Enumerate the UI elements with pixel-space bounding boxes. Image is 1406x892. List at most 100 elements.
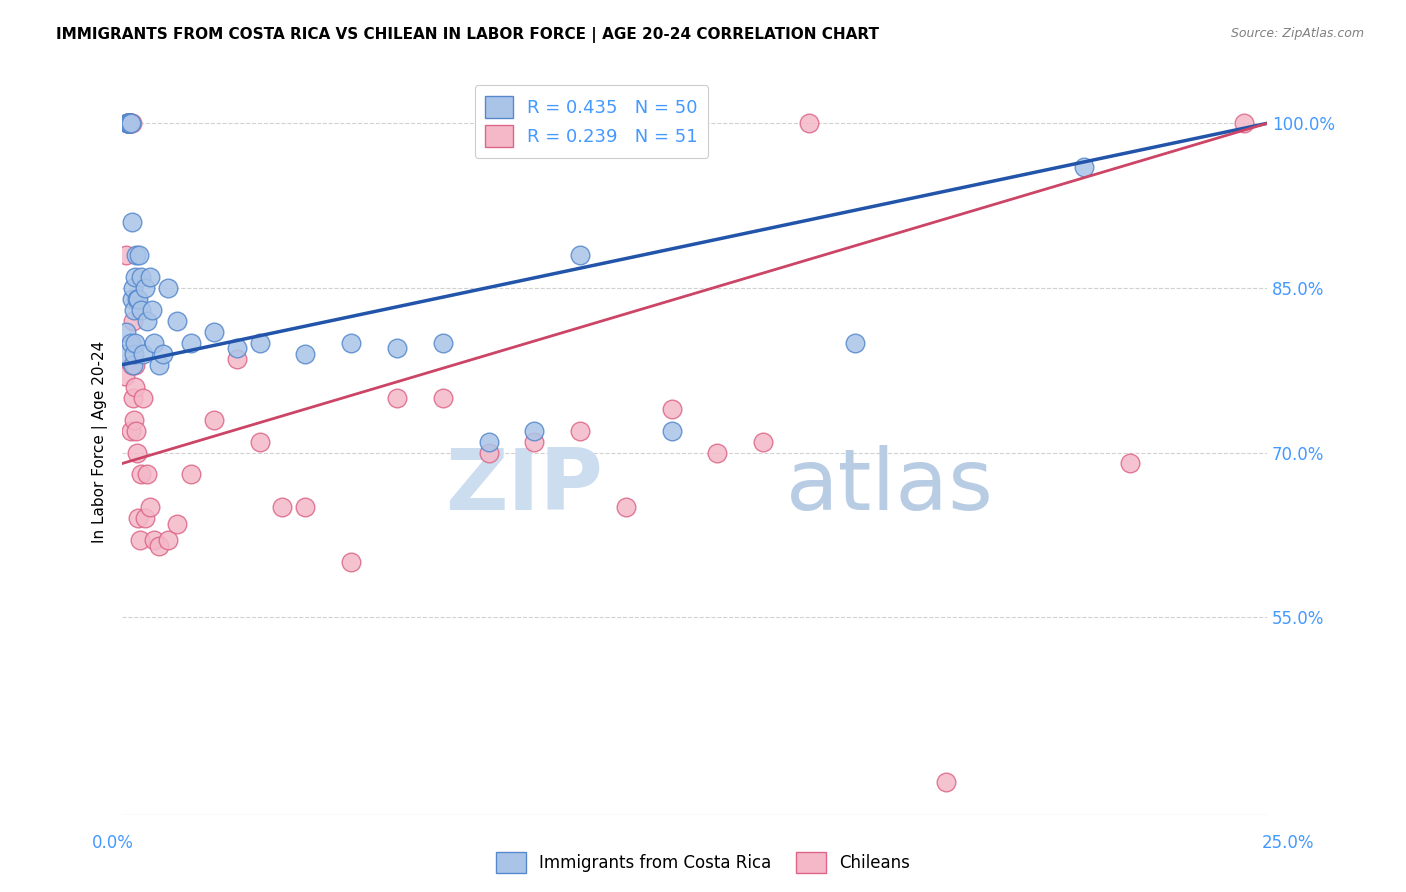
Point	[124, 270, 146, 285]
Point	[136, 467, 159, 482]
Point	[120, 116, 142, 130]
Point	[118, 116, 141, 130]
Point	[124, 335, 146, 350]
Point	[127, 292, 149, 306]
Point	[121, 281, 143, 295]
Point	[118, 116, 141, 130]
Point	[122, 412, 145, 426]
Y-axis label: In Labor Force | Age 20-24: In Labor Force | Age 20-24	[93, 341, 108, 542]
Point	[752, 434, 775, 449]
Point	[125, 424, 148, 438]
Point	[661, 401, 683, 416]
Point	[166, 516, 188, 531]
Point	[131, 302, 153, 317]
Point	[1233, 116, 1256, 130]
Point	[385, 341, 408, 355]
Point	[114, 368, 136, 383]
Legend: R = 0.435   N = 50, R = 0.239   N = 51: R = 0.435 N = 50, R = 0.239 N = 51	[475, 85, 709, 158]
Text: IMMIGRANTS FROM COSTA RICA VS CHILEAN IN LABOR FORCE | AGE 20-24 CORRELATION CHA: IMMIGRANTS FROM COSTA RICA VS CHILEAN IN…	[56, 27, 879, 43]
Point	[118, 116, 141, 130]
Point	[129, 467, 152, 482]
Text: atlas: atlas	[786, 445, 994, 528]
Point	[117, 116, 139, 130]
Point	[156, 281, 179, 295]
Point	[120, 424, 142, 438]
Point	[134, 511, 156, 525]
Point	[125, 445, 148, 459]
Point	[340, 555, 363, 569]
Point	[121, 358, 143, 372]
Point	[432, 391, 454, 405]
Point	[180, 467, 202, 482]
Point	[477, 434, 499, 449]
Point	[152, 347, 174, 361]
Point	[120, 335, 142, 350]
Point	[128, 248, 150, 262]
Point	[121, 314, 143, 328]
Point	[249, 335, 271, 350]
Point	[523, 424, 546, 438]
Point	[115, 248, 138, 262]
Point	[115, 116, 138, 130]
Point	[124, 358, 146, 372]
Point	[294, 500, 316, 515]
Text: 25.0%: 25.0%	[1263, 834, 1315, 852]
Point	[249, 434, 271, 449]
Point	[125, 292, 148, 306]
Point	[121, 292, 143, 306]
Point	[115, 325, 138, 339]
Point	[124, 380, 146, 394]
Point	[118, 116, 141, 130]
Point	[121, 215, 143, 229]
Point	[117, 116, 139, 130]
Point	[121, 116, 143, 130]
Text: Source: ZipAtlas.com: Source: ZipAtlas.com	[1230, 27, 1364, 40]
Point	[797, 116, 820, 130]
Point	[706, 445, 728, 459]
Point	[120, 116, 142, 130]
Point	[117, 116, 139, 130]
Point	[138, 500, 160, 515]
Point	[385, 391, 408, 405]
Point	[128, 533, 150, 548]
Point	[141, 302, 163, 317]
Point	[122, 391, 145, 405]
Point	[122, 358, 145, 372]
Point	[1073, 161, 1095, 175]
Point	[661, 424, 683, 438]
Point	[202, 412, 225, 426]
Point	[614, 500, 637, 515]
Point	[115, 116, 138, 130]
Point	[127, 511, 149, 525]
Point	[132, 347, 155, 361]
Point	[120, 116, 142, 130]
Point	[225, 341, 247, 355]
Point	[844, 335, 866, 350]
Point	[143, 533, 166, 548]
Point	[569, 424, 592, 438]
Point	[125, 248, 148, 262]
Point	[569, 248, 592, 262]
Point	[166, 314, 188, 328]
Point	[340, 335, 363, 350]
Point	[122, 302, 145, 317]
Point	[136, 314, 159, 328]
Point	[143, 335, 166, 350]
Point	[118, 116, 141, 130]
Point	[117, 116, 139, 130]
Legend: Immigrants from Costa Rica, Chileans: Immigrants from Costa Rica, Chileans	[489, 846, 917, 880]
Point	[132, 391, 155, 405]
Point	[180, 335, 202, 350]
Point	[148, 539, 170, 553]
Point	[477, 445, 499, 459]
Point	[117, 116, 139, 130]
Point	[271, 500, 294, 515]
Text: ZIP: ZIP	[446, 445, 603, 528]
Point	[156, 533, 179, 548]
Text: 0.0%: 0.0%	[91, 834, 134, 852]
Point	[294, 347, 316, 361]
Point	[118, 116, 141, 130]
Point	[138, 270, 160, 285]
Point	[134, 281, 156, 295]
Point	[129, 270, 152, 285]
